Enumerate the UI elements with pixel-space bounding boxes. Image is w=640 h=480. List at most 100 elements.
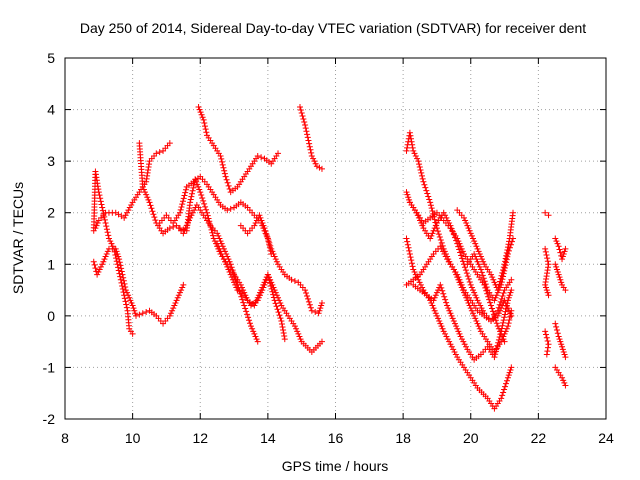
data-point [114, 250, 121, 257]
data-point [170, 305, 177, 312]
data-point [500, 290, 507, 297]
data-point [488, 302, 495, 309]
data-point [560, 250, 567, 257]
data-point [430, 297, 437, 304]
data-point [432, 222, 439, 229]
data-point [497, 284, 504, 291]
data-point [466, 227, 473, 234]
data-point [553, 238, 560, 245]
data-point [417, 217, 424, 224]
data-point [486, 296, 493, 303]
data-point [201, 119, 208, 126]
data-point [506, 244, 513, 251]
data-point [553, 266, 560, 273]
data-point [291, 278, 298, 285]
data-point [471, 289, 478, 296]
data-point [139, 310, 146, 317]
data-point [554, 240, 561, 247]
data-point [245, 314, 252, 321]
data-point [177, 206, 184, 213]
data-point [409, 263, 416, 270]
data-point [252, 220, 259, 227]
data-point [406, 196, 413, 203]
data-point [494, 312, 501, 319]
data-point [439, 287, 446, 294]
data-point [450, 266, 457, 273]
data-point [542, 328, 549, 335]
data-point [275, 150, 282, 157]
data-point [466, 278, 473, 285]
data-point [543, 287, 550, 294]
data-point [507, 241, 514, 248]
data-point [427, 199, 434, 206]
data-point [103, 226, 110, 233]
data-point [296, 333, 303, 340]
data-point [428, 205, 435, 212]
data-point [187, 196, 194, 203]
data-point [475, 261, 482, 268]
data-point [102, 253, 109, 260]
data-point [268, 245, 275, 252]
data-point [500, 270, 507, 277]
data-point [503, 256, 510, 263]
data-point [476, 263, 483, 270]
data-point [408, 138, 415, 145]
data-point [180, 281, 187, 288]
data-point [302, 287, 309, 294]
data-point [216, 235, 223, 242]
data-point [198, 192, 205, 199]
data-point [117, 262, 124, 269]
data-point [454, 325, 461, 332]
data-point [219, 253, 226, 260]
data-point [219, 161, 226, 168]
data-point [560, 348, 567, 355]
data-point [407, 254, 414, 261]
data-point [448, 225, 455, 232]
data-point [207, 224, 214, 231]
data-point [123, 304, 130, 311]
data-point [307, 304, 314, 311]
data-point [142, 189, 149, 196]
data-point [404, 238, 411, 245]
data-point [197, 189, 204, 196]
data-point [561, 379, 568, 386]
data-point [460, 289, 467, 296]
data-point [489, 305, 496, 312]
data-point [96, 266, 103, 273]
data-point [495, 287, 502, 294]
data-point [472, 315, 479, 322]
data-point [175, 292, 182, 299]
data-point [280, 330, 287, 337]
data-point [492, 351, 499, 358]
data-point [559, 253, 566, 260]
data-point [222, 173, 229, 180]
data-point [410, 266, 417, 273]
data-point [508, 287, 515, 294]
data-point [253, 336, 260, 343]
data-point [499, 322, 506, 329]
data-point [294, 328, 301, 335]
data-point [316, 307, 323, 314]
series-arc22 [552, 235, 569, 263]
data-point [542, 284, 549, 291]
data-point [417, 166, 424, 173]
data-point [94, 271, 101, 278]
data-point [225, 266, 232, 273]
data-point [436, 318, 443, 325]
data-point [450, 346, 457, 353]
data-point [492, 294, 499, 301]
data-point [123, 209, 130, 216]
data-point [560, 377, 567, 384]
data-point [542, 245, 549, 252]
data-point [442, 296, 449, 303]
data-point [129, 302, 136, 309]
data-point [306, 301, 313, 308]
data-point [107, 238, 114, 245]
data-point [317, 305, 324, 312]
data-point [315, 310, 322, 317]
data-point [438, 284, 445, 291]
data-point [544, 348, 551, 355]
data-point [221, 170, 228, 177]
data-point [498, 305, 505, 312]
data-point [131, 307, 138, 314]
